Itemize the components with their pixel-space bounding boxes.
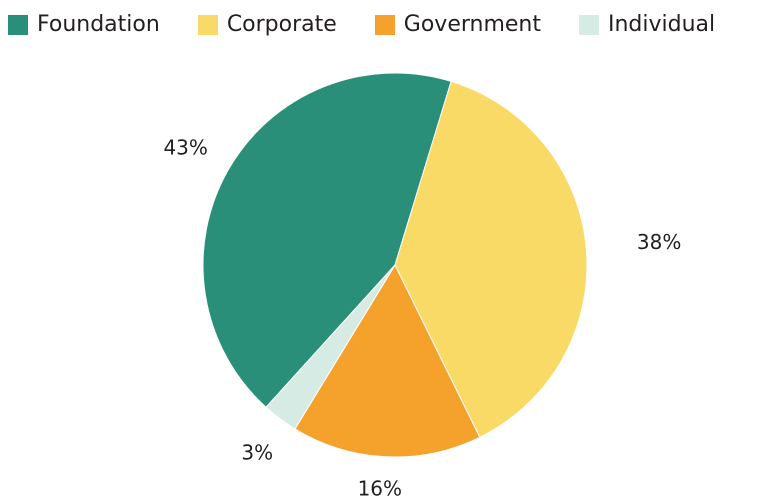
pie-slice-corporate [394, 80, 588, 438]
legend-item-government: Government [374, 12, 541, 37]
legend-swatch-foundation [8, 15, 28, 35]
legend-label-corporate: Corporate [226, 12, 337, 37]
legend-swatch-individual [579, 15, 599, 35]
chart-legend: Foundation Corporate Government Individu… [8, 8, 774, 42]
legend-item-corporate: Corporate [197, 12, 337, 37]
pie-slice-foundation [202, 72, 452, 408]
legend-swatch-government [374, 15, 395, 35]
legend-item-individual: Individual [579, 14, 715, 36]
pie-slice-individual [265, 264, 396, 430]
data-label-foundation: 43% [163, 135, 207, 159]
data-label-corporate: 38% [637, 230, 681, 254]
legend-label-individual: Individual [608, 12, 716, 37]
pie-slice-government [294, 263, 481, 458]
data-label-individual: 3% [241, 441, 273, 465]
data-label-government: 16% [358, 476, 402, 497]
legend-item-foundation: Foundation [8, 14, 160, 36]
legend-label-foundation: Foundation [37, 12, 160, 37]
legend-swatch-corporate [197, 15, 218, 35]
legend-label-government: Government [403, 12, 541, 37]
